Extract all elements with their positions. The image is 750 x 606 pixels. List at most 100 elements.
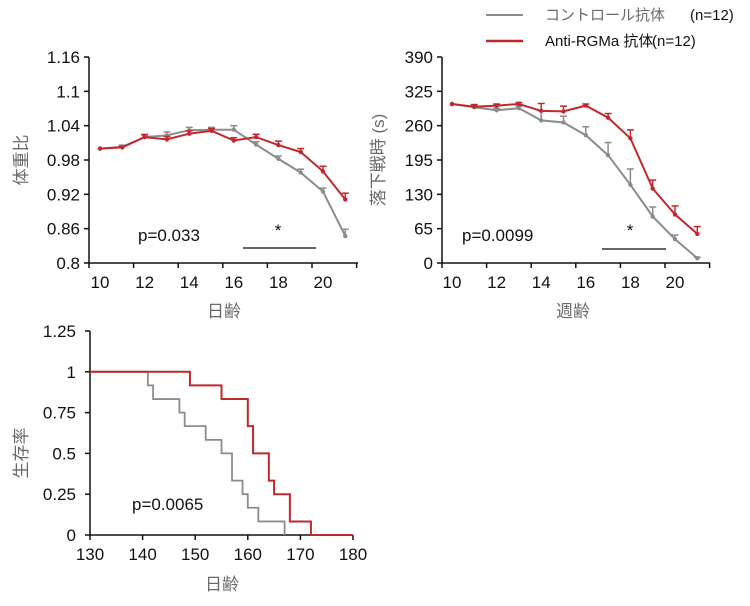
x-tick-label: 18 (621, 273, 640, 292)
y-tick-label: 1 (67, 363, 76, 382)
x-tick-label: 130 (76, 545, 104, 564)
y-tick-label: 260 (405, 117, 433, 136)
x-tick-label: 170 (286, 545, 314, 564)
data-point-anti-rgma (494, 103, 499, 108)
survival-marks (90, 370, 353, 536)
x-tick-label: 20 (666, 273, 685, 292)
survival-axes: 0 0.25 0.5 0.75 1 1.25 130 140 150 160 170 180 (43, 322, 367, 564)
legend-label-control: コントロール抗体 (545, 7, 665, 24)
data-point-control (231, 127, 236, 132)
body-weight-x-title: 日齢 (207, 302, 241, 321)
data-point-anti-rgma (209, 128, 214, 134)
body-weight-significance-star: * (275, 221, 282, 240)
y-tick-label: 0.25 (43, 485, 76, 504)
legend: コントロール抗体 (n=12) Anti-RGMa 抗体 (n=12) (486, 7, 734, 50)
data-point-control (672, 237, 678, 242)
data-point-control (276, 156, 281, 162)
x-tick-label: 140 (128, 545, 156, 564)
y-tick-label: 65 (414, 220, 433, 239)
y-tick-label: 0.92 (47, 185, 80, 204)
data-point-control (343, 233, 348, 239)
x-tick-label: 14 (532, 273, 551, 292)
y-tick-label: 1.25 (43, 322, 76, 341)
rotarod-marks (449, 101, 701, 261)
data-point-control (561, 120, 566, 125)
x-tick-label: 14 (180, 273, 199, 292)
rotarod-p-value: p=0.0099 (462, 226, 533, 245)
x-tick-label: 10 (443, 273, 462, 292)
data-point-control (628, 182, 633, 188)
data-point-control (253, 142, 259, 147)
y-tick-label: 0.5 (52, 444, 76, 463)
data-point-anti-rgma (672, 212, 678, 217)
body-weight-marks (97, 124, 349, 239)
data-point-anti-rgma (320, 169, 326, 174)
body-weight-axes: 0.8 0.86 0.92 0.98 1.04 1.1 1.16 10 12 14 16 18 20 (47, 48, 358, 292)
data-point-anti-rgma (97, 146, 103, 151)
y-tick-label: 0.98 (47, 151, 80, 170)
body-weight-p-value: p=0.033 (138, 226, 200, 245)
data-point-control (494, 108, 499, 113)
y-tick-label: 0 (424, 254, 433, 273)
body-weight-y-title: 体重比 (12, 135, 31, 186)
survival-curve-control (90, 370, 286, 535)
data-point-anti-rgma (120, 145, 125, 150)
data-point-anti-rgma (449, 101, 455, 107)
data-point-control (650, 214, 655, 219)
data-point-anti-rgma (561, 109, 566, 114)
y-tick-label: 325 (405, 82, 433, 101)
rotarod-significance-star: * (627, 221, 634, 240)
x-tick-label: 12 (487, 273, 506, 292)
data-point-anti-rgma (276, 142, 281, 148)
data-point-control (320, 189, 326, 194)
y-tick-label: 0 (67, 526, 76, 545)
survival-p-value: p=0.0065 (132, 495, 203, 514)
x-tick-label: 160 (234, 545, 262, 564)
series-line-control (451, 103, 698, 259)
y-tick-label: 390 (405, 48, 433, 67)
x-tick-label: 16 (224, 273, 243, 292)
x-tick-label: 18 (269, 273, 288, 292)
legend-label-anti-rgma: Anti-RGMa 抗体 (545, 33, 653, 50)
series-line-anti-rgma (99, 129, 347, 201)
survival-x-title: 日齢 (205, 575, 239, 594)
data-point-anti-rgma (231, 138, 236, 143)
y-tick-label: 0.86 (47, 220, 80, 239)
data-point-anti-rgma (650, 186, 655, 191)
data-point-anti-rgma (695, 231, 700, 237)
y-tick-label: 1.04 (47, 117, 80, 136)
y-tick-label: 0.8 (56, 254, 80, 273)
x-tick-label: 12 (135, 273, 154, 292)
x-tick-label: 180 (339, 545, 367, 564)
x-tick-label: 20 (314, 273, 333, 292)
data-point-anti-rgma (516, 101, 522, 107)
data-point-anti-rgma (472, 104, 477, 109)
rotarod-y-title: 落下戦時 (s) (369, 114, 388, 207)
survival-curve-anti-rgma (90, 370, 353, 536)
rotarod-x-title: 週齢 (556, 302, 590, 321)
y-tick-label: 0.75 (43, 404, 76, 423)
body-weight-chart: 0.8 0.86 0.92 0.98 1.04 1.1 1.16 10 12 14 16 18 20 体… (12, 48, 358, 321)
data-point-control (539, 118, 544, 123)
y-tick-label: 130 (405, 185, 433, 204)
data-point-anti-rgma (298, 149, 303, 155)
data-point-anti-rgma (583, 103, 588, 108)
survival-y-title: 生存率 (12, 428, 31, 479)
data-point-anti-rgma (343, 197, 348, 202)
data-point-control (298, 170, 303, 175)
rotarod-axes: 0 65 130 195 260 325 390 10 12 14 16 18 20 (405, 48, 711, 292)
x-tick-label: 16 (576, 273, 595, 292)
y-tick-label: 1.16 (47, 48, 80, 67)
data-point-anti-rgma (164, 137, 170, 142)
data-point-anti-rgma (539, 108, 544, 114)
data-point-anti-rgma (605, 115, 611, 120)
legend-n-control: (n=12) (690, 7, 734, 24)
data-point-anti-rgma (142, 134, 147, 140)
x-tick-label: 150 (181, 545, 209, 564)
data-point-anti-rgma (628, 136, 633, 141)
data-point-control (516, 106, 522, 111)
series-line-control (99, 128, 347, 237)
